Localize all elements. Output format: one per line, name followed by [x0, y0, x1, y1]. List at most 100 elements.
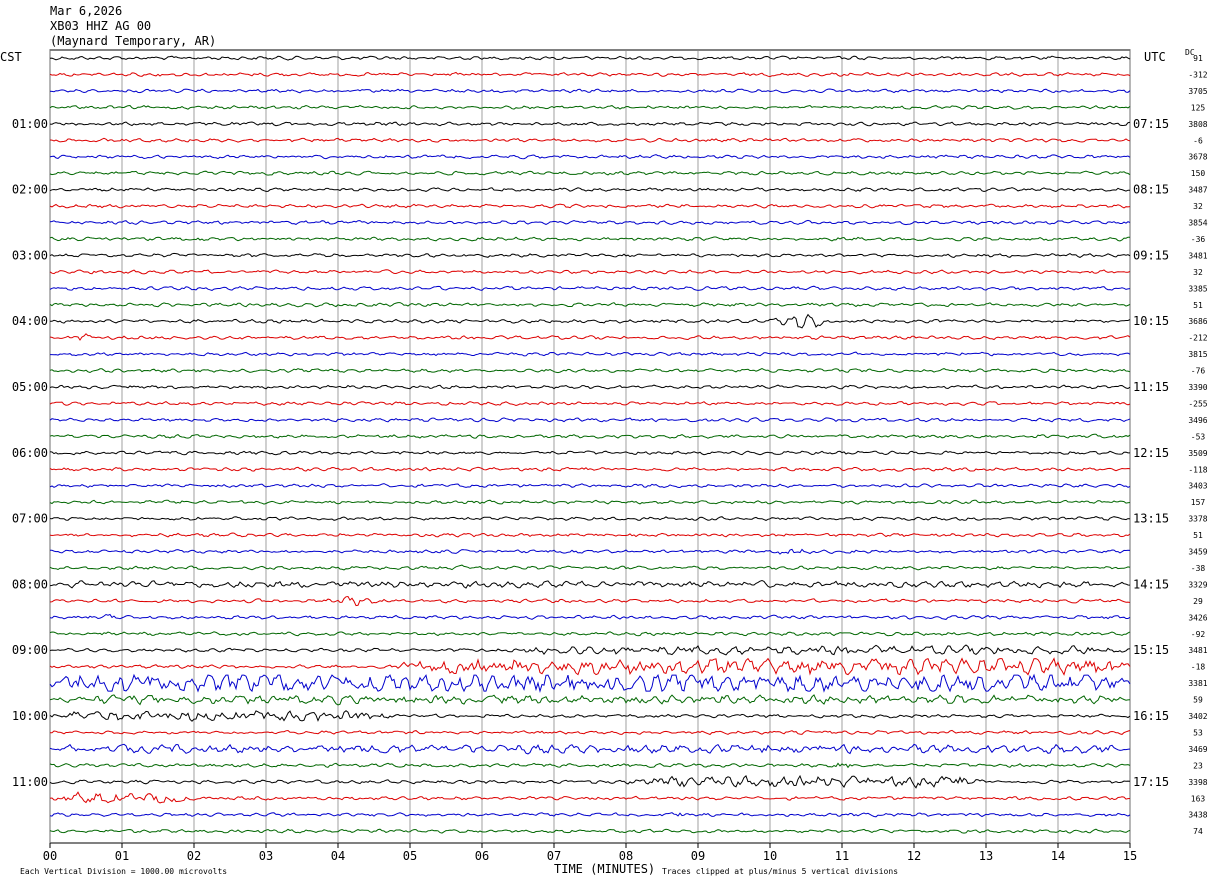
- x-tick-label: 13: [979, 849, 993, 863]
- dc-offset-title: DC: [1185, 48, 1195, 57]
- seismic-trace: [49, 384, 1131, 390]
- seismic-trace: [49, 137, 1131, 143]
- cst-hour-label: 06:00: [12, 446, 48, 460]
- x-tick-label: 04: [331, 849, 345, 863]
- station-code: XB03 HHZ AG 00: [50, 19, 152, 33]
- plot-date: Mar 6,2026: [50, 4, 123, 18]
- seismic-trace: [49, 673, 1131, 693]
- cst-hour-label: 07:00: [12, 512, 48, 526]
- dc-offset-label: 3385: [1188, 284, 1207, 293]
- dc-offset-label: -212: [1188, 334, 1207, 343]
- dc-offset-label: 3390: [1188, 383, 1207, 392]
- dc-offset-label: 32: [1193, 202, 1203, 211]
- dc-offset-label: 74: [1193, 827, 1203, 836]
- plot-frame: [49, 49, 1131, 844]
- dc-offset-label: -38: [1191, 564, 1206, 573]
- dc-offset-label: 3426: [1188, 613, 1207, 622]
- seismic-trace: [49, 743, 1131, 755]
- x-tick-label: 06: [475, 849, 489, 863]
- dc-offset-label: -312: [1188, 70, 1207, 79]
- seismic-trace: [49, 417, 1131, 423]
- cst-hour-label: 02:00: [12, 183, 48, 197]
- seismic-trace: [49, 499, 1131, 505]
- seismic-trace: [49, 401, 1131, 407]
- dc-offset-label: 3398: [1188, 778, 1207, 787]
- seismic-trace: [49, 613, 1131, 620]
- seismic-trace: [49, 88, 1131, 94]
- dc-offset-label: 3378: [1188, 515, 1207, 524]
- dc-offset-label: 32: [1193, 268, 1203, 277]
- seismic-trace: [49, 285, 1131, 291]
- dc-offset-label: 29: [1193, 597, 1203, 606]
- seismic-trace: [49, 812, 1131, 818]
- utc-hour-label: 16:15: [1133, 709, 1169, 723]
- seismic-trace: [50, 548, 1131, 555]
- seismic-trace: [49, 450, 1130, 456]
- seismic-trace: [49, 579, 1131, 589]
- dc-offset-label: -53: [1191, 432, 1206, 441]
- utc-hour-label: 10:15: [1133, 314, 1169, 328]
- utc-hour-label: 14:15: [1133, 577, 1169, 591]
- cst-hour-label: 01:00: [12, 117, 48, 131]
- x-tick-label: 08: [619, 849, 633, 863]
- dc-offset-label: 3459: [1188, 548, 1207, 557]
- cst-hour-label: 05:00: [12, 380, 48, 394]
- x-tick-label: 11: [835, 849, 849, 863]
- dc-offset-label: -118: [1188, 465, 1207, 474]
- seismic-trace: [49, 252, 1131, 259]
- clip-note: Traces clipped at plus/minus 5 vertical …: [662, 867, 899, 876]
- station-location: (Maynard Temporary, AR): [50, 34, 217, 48]
- dc-offset-label: -18: [1191, 663, 1206, 672]
- dc-offset-label: 3481: [1188, 251, 1207, 260]
- seismic-trace: [50, 351, 1131, 357]
- x-tick-label: 07: [547, 849, 561, 863]
- seismic-trace: [49, 532, 1131, 538]
- seismic-trace: [49, 368, 1131, 374]
- dc-offset-label: -76: [1191, 367, 1206, 376]
- seismic-trace: [49, 595, 1131, 607]
- dc-offset-label: 3469: [1188, 745, 1207, 754]
- dc-offset-label: 51: [1193, 301, 1203, 310]
- dc-offset-label: 3487: [1188, 186, 1207, 195]
- dc-offset-label: 23: [1193, 761, 1203, 770]
- x-axis-title: TIME (MINUTES): [554, 862, 656, 876]
- dc-offset-label: 3854: [1188, 219, 1207, 228]
- cst-hour-label: 10:00: [12, 709, 48, 723]
- dc-offset-label: 3481: [1188, 646, 1207, 655]
- x-tick-label: 03: [259, 849, 273, 863]
- seismic-trace: [49, 219, 1131, 226]
- cst-hour-label: 04:00: [12, 314, 48, 328]
- utc-hour-label: 12:15: [1133, 446, 1169, 460]
- seismic-trace: [49, 333, 1131, 341]
- dc-offset-label: 3496: [1188, 416, 1207, 425]
- seismic-trace: [49, 694, 1131, 706]
- seismic-trace: [49, 466, 1131, 472]
- seismic-trace: [49, 154, 1131, 160]
- utc-hour-label: 17:15: [1133, 775, 1169, 789]
- seismic-trace: [49, 729, 1131, 736]
- dc-offset-label: 53: [1193, 728, 1203, 737]
- x-tick-label: 15: [1123, 849, 1137, 863]
- seismic-trace: [50, 313, 1131, 329]
- x-tick-label: 14: [1051, 849, 1065, 863]
- dc-offset-label: 3381: [1188, 679, 1207, 688]
- dc-offset-label: 3402: [1188, 712, 1207, 721]
- x-tick-label: 05: [403, 849, 417, 863]
- dc-offset-label: 150: [1191, 169, 1206, 178]
- seismic-trace: [49, 104, 1131, 110]
- utc-axis-title: UTC: [1144, 50, 1166, 64]
- dc-offset-label: 3678: [1188, 153, 1207, 162]
- dc-offset-label: 59: [1193, 696, 1203, 705]
- dc-offset-label: 3815: [1188, 350, 1207, 359]
- dc-offset-label: 51: [1193, 531, 1203, 540]
- seismic-trace: [49, 71, 1131, 78]
- seismic-trace: [49, 269, 1131, 275]
- dc-offset-label: 125: [1191, 103, 1206, 112]
- seismic-trace: [49, 516, 1131, 522]
- utc-hour-label: 08:15: [1133, 183, 1169, 197]
- scale-note: Each Vertical Division = 1000.00 microvo…: [20, 867, 228, 876]
- seismic-trace: [49, 55, 1131, 61]
- cst-axis-title: CST: [0, 50, 22, 64]
- dc-offset-label: 3329: [1188, 580, 1207, 589]
